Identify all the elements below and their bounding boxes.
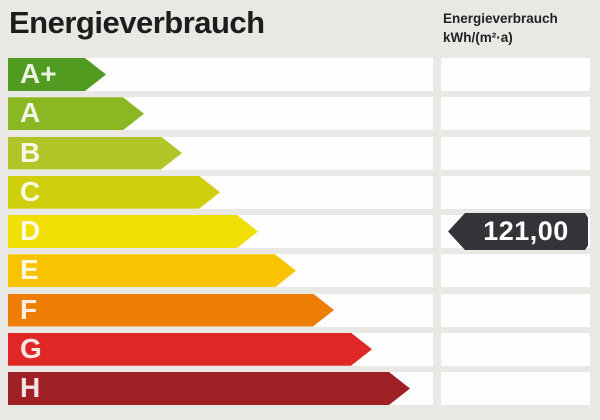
energy-class-letter: A+ [20, 58, 57, 89]
energy-class-bar: B [8, 137, 182, 170]
energy-class-letter: C [20, 175, 41, 207]
energy-class-letter: F [20, 293, 38, 325]
page-title: Energieverbrauch [9, 5, 265, 40]
unit-header-line1: Energieverbrauch [443, 11, 558, 26]
energy-class-row-a: A [0, 97, 600, 131]
energy-class-bar: G [8, 333, 372, 366]
energy-class-letter: B [20, 136, 41, 168]
value-track [441, 136, 590, 170]
value-track [441, 332, 590, 366]
value-track [441, 372, 590, 405]
energy-class-letter: A [20, 97, 41, 129]
value-marker-arrow: 121,00 [448, 213, 588, 250]
energy-class-bar: E [8, 254, 296, 287]
energy-class-bar: C [8, 176, 220, 209]
energy-class-bar: A [8, 97, 144, 130]
value-track [441, 97, 590, 131]
energy-class-row-f: F [0, 293, 600, 327]
energy-class-letter: D [20, 215, 41, 246]
value-track [441, 175, 590, 209]
energy-class-row-e: E [0, 254, 600, 288]
value-marker-text: 121,00 [483, 216, 569, 246]
energy-class-row-c: C [0, 175, 600, 209]
value-track [441, 58, 590, 91]
energy-class-bar: D [8, 215, 258, 248]
energy-class-letter: H [20, 372, 41, 403]
value-track [441, 293, 590, 327]
energy-class-bar: A+ [8, 58, 106, 91]
energy-class-row-g: G [0, 332, 600, 366]
energy-class-bar: H [8, 372, 410, 405]
unit-header-line2: kWh/(m²·a) [443, 30, 513, 45]
unit-header: Energieverbrauch kWh/(m²·a) [443, 9, 558, 47]
energy-class-row-b: B [0, 136, 600, 170]
value-track [441, 254, 590, 288]
energy-class-row-h: H [0, 372, 600, 405]
energy-class-letter: G [20, 332, 42, 364]
energy-class-row-a-plus: A+ [0, 58, 600, 91]
energy-class-letter: E [20, 254, 39, 286]
energy-class-bar: F [8, 294, 334, 327]
